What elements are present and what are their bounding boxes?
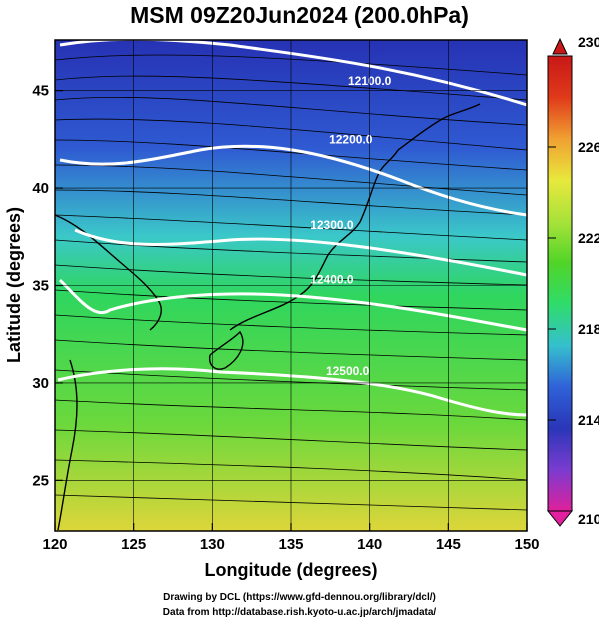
colorbar-body (547, 55, 573, 512)
colorbar-tick-label: 230 (578, 34, 599, 50)
colorbar-tick-label: 210 (578, 511, 599, 527)
y-tick-label: 35 (32, 278, 49, 295)
x-axis-ticks: 120 125 130 135 140 145 150 (42, 523, 540, 553)
colorbar-min-arrow (546, 510, 574, 527)
map-title: MSM 09Z20Jun2024 (200.0hPa) (130, 2, 469, 28)
x-tick-label: 125 (121, 536, 146, 553)
y-tick-label: 45 (32, 83, 49, 100)
x-tick-label: 120 (42, 536, 67, 553)
streamlines (55, 54, 527, 511)
x-tick-label: 135 (278, 536, 303, 553)
x-axis-label: Longitude (degrees) (204, 560, 377, 580)
colorbar-ticks: 230 226 222 218 214 210 (548, 34, 599, 527)
contour-label: 12400.0 (310, 273, 354, 287)
footer-credit-data: Data from http://database.rish.kyoto-u.a… (162, 607, 437, 618)
x-tick-label: 140 (357, 536, 382, 553)
contour-label: 12300.0 (310, 218, 354, 232)
gridlines (55, 40, 527, 531)
contour-12100 (59, 40, 527, 107)
y-axis-label: Latitude (degrees) (4, 207, 24, 363)
contours (57, 40, 527, 417)
colorbar-tick-label: 214 (578, 412, 599, 428)
footer-credit-drawing: Drawing by DCL (https://www.gfd-dennou.o… (163, 592, 436, 603)
contour-12200 (59, 144, 527, 217)
colorbar-tick-label: 218 (578, 321, 599, 337)
contour-label: 12200.0 (329, 132, 373, 146)
colorbar-max-arrow (552, 37, 568, 55)
colorbar-tick-label: 222 (578, 230, 599, 246)
x-tick-label: 150 (514, 536, 539, 553)
y-tick-label: 25 (32, 472, 49, 489)
contour-12300 (74, 228, 527, 277)
x-tick-label: 145 (436, 536, 461, 553)
colorbar: 230 226 222 218 214 210 (546, 34, 599, 527)
contour-label: 12500.0 (326, 364, 370, 378)
y-tick-label: 30 (32, 375, 49, 392)
contour-12500 (57, 367, 527, 417)
contour-12400 (58, 278, 527, 332)
colorbar-tick-label: 226 (578, 139, 599, 155)
y-tick-label: 40 (32, 180, 49, 197)
x-tick-label: 130 (200, 536, 225, 553)
y-axis-ticks: 25 30 35 40 45 (32, 83, 63, 489)
